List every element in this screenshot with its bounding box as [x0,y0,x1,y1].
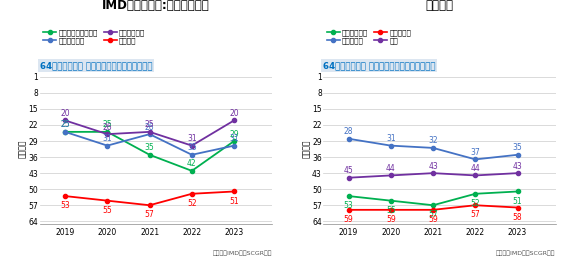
Text: IMD世界競争力:インドネシア: IMD世界競争力:インドネシア [102,0,210,12]
Text: 43: 43 [428,162,438,171]
Text: 31: 31 [103,134,112,143]
Text: 44: 44 [471,164,480,173]
Text: 55: 55 [103,206,112,215]
Text: 53: 53 [344,201,353,210]
Y-axis label: （順位）: （順位） [18,140,27,158]
Text: 43: 43 [513,162,523,171]
Text: 35: 35 [513,143,523,152]
Text: 26: 26 [103,123,112,132]
Text: 59: 59 [344,215,353,224]
Text: 57: 57 [471,210,480,219]
Text: （出所）IMDよりSCGR作成: （出所）IMDよりSCGR作成 [213,250,272,256]
Text: 51: 51 [229,197,239,206]
Text: 31: 31 [229,134,239,143]
Text: 59: 59 [428,215,438,224]
Legend: インドネシア, マレーシア, フィリピン, タイ: インドネシア, マレーシア, フィリピン, タイ [327,29,411,44]
Text: 29: 29 [229,130,239,139]
Legend: 経済パフォーマンス, 政府の効率性, 企業の効率性, インフラ: 経済パフォーマンス, 政府の効率性, 企業の効率性, インフラ [43,29,145,44]
Text: 32: 32 [428,136,438,145]
Text: 25: 25 [60,121,70,130]
Text: 25: 25 [103,121,112,130]
Text: インフラ: インフラ [425,0,454,12]
Text: 20: 20 [229,109,239,118]
Text: 55: 55 [386,206,396,215]
Text: 35: 35 [145,143,154,152]
Text: 64か国中の順位 （１位が最も競争力が高い）: 64か国中の順位 （１位が最も競争力が高い） [40,61,152,70]
Text: 45: 45 [344,166,353,175]
Text: 52: 52 [471,199,480,208]
Text: 42: 42 [187,159,197,168]
Text: 25: 25 [145,121,154,130]
Text: 20: 20 [60,109,70,118]
Text: 28: 28 [344,127,353,136]
Text: 37: 37 [471,148,480,157]
Text: （出所）IMDよりSCGR作成: （出所）IMDよりSCGR作成 [496,250,556,256]
Text: 53: 53 [60,201,70,210]
Text: 31: 31 [386,134,396,143]
Text: 59: 59 [386,215,396,224]
Text: 58: 58 [513,213,522,222]
Text: 52: 52 [187,199,197,208]
Text: 51: 51 [513,197,522,206]
Text: 64か国中の順位 （１位が最も競争力が高い）: 64か国中の順位 （１位が最も競争力が高い） [323,61,435,70]
Text: 57: 57 [428,210,438,219]
Y-axis label: （順位）: （順位） [302,140,311,158]
Text: 57: 57 [145,210,154,219]
Text: 31: 31 [187,134,197,143]
Text: 35: 35 [187,143,197,152]
Text: 26: 26 [145,123,154,132]
Text: 44: 44 [386,164,396,173]
Text: 25: 25 [60,121,70,130]
